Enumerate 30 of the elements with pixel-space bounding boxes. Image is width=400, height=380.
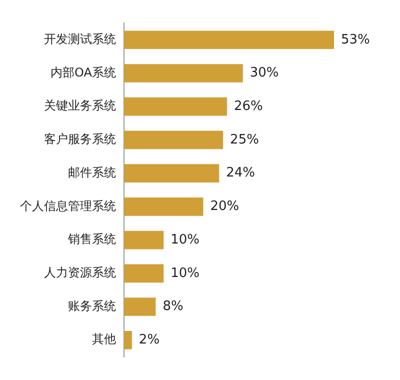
y-tick-label: 销售系统 <box>67 232 116 246</box>
data-label: 2% <box>138 332 160 348</box>
y-tick-label: 邮件系统 <box>68 165 116 180</box>
y-tick-label: 内部OA系统 <box>50 65 116 80</box>
y-tick-label: 账务系统 <box>68 298 116 313</box>
y-tick-label: 关键业务系统 <box>44 98 116 113</box>
y-tick-label: 个人信息管理系统 <box>20 198 116 213</box>
data-label: 10% <box>170 266 200 281</box>
bar <box>124 330 132 350</box>
data-label: 8% <box>162 299 184 314</box>
bar <box>124 130 224 150</box>
data-label: 25% <box>230 132 259 148</box>
bar <box>124 298 156 316</box>
data-label: 20% <box>210 199 240 214</box>
data-label: 10% <box>170 232 200 248</box>
y-tick-label: 其他 <box>92 332 116 346</box>
bar <box>124 30 334 50</box>
y-tick-label: 客户服务系统 <box>44 132 116 146</box>
bar <box>124 64 243 82</box>
data-label: 53% <box>341 32 370 48</box>
data-label: 30% <box>250 66 279 81</box>
y-tick-label: 人力资源系统 <box>44 266 116 280</box>
bar <box>124 164 220 182</box>
bar <box>124 264 164 283</box>
bar <box>124 97 228 116</box>
y-tick-label: 开发测试系统 <box>44 32 116 46</box>
data-label: 26% <box>234 98 263 114</box>
bar <box>124 230 164 250</box>
data-label: 24% <box>226 166 255 181</box>
bar <box>124 198 204 216</box>
